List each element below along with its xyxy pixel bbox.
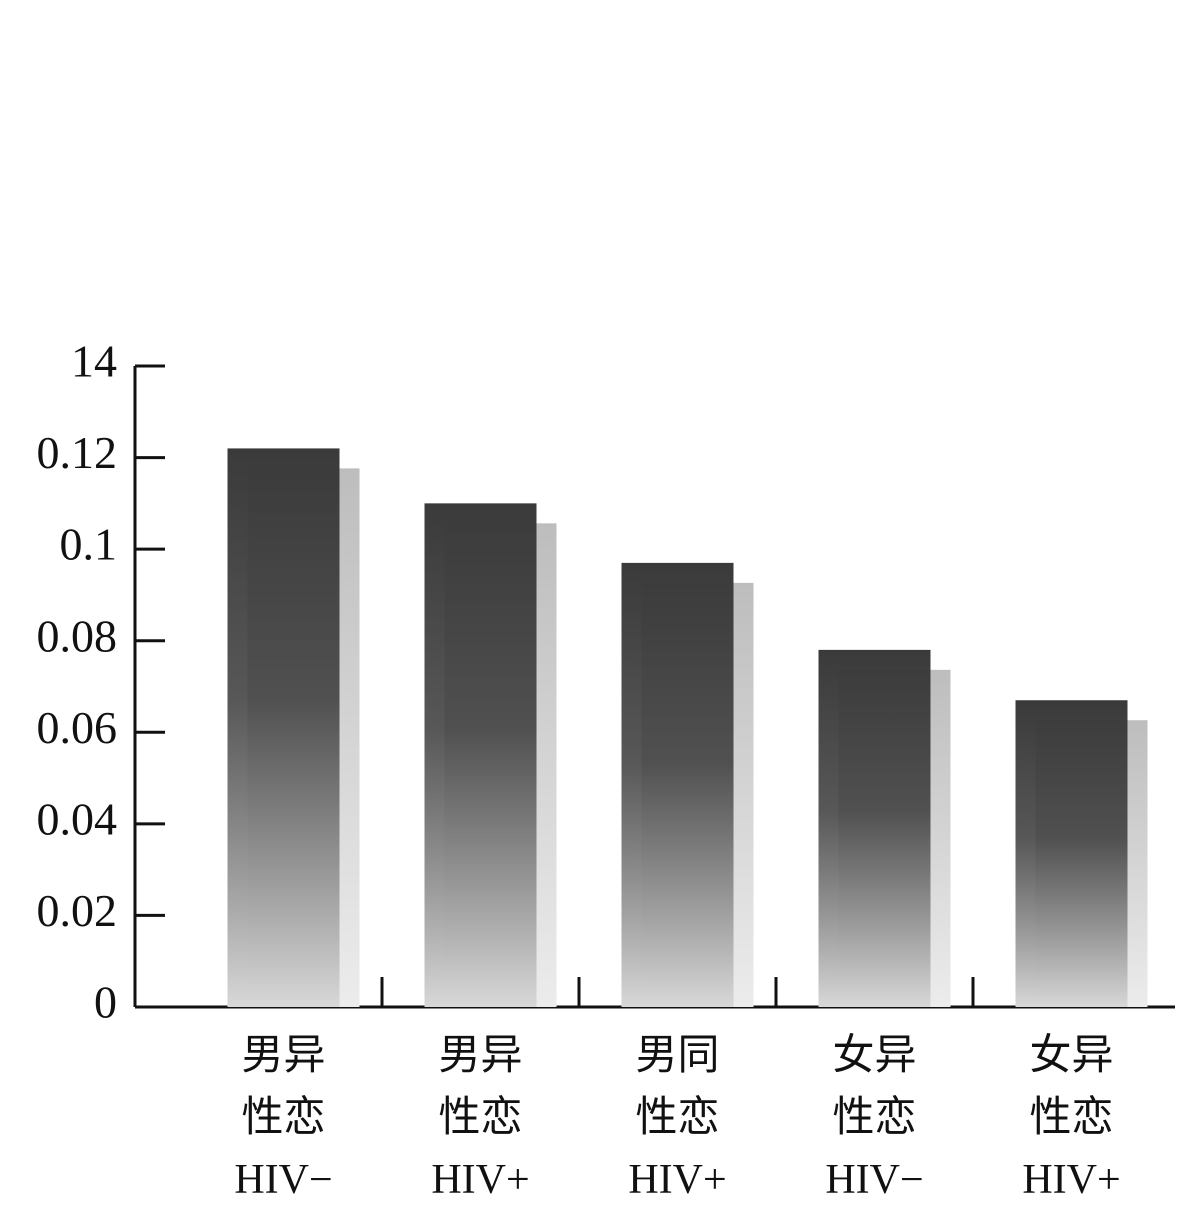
x-tick-label: 男异 性恋 HIV− bbox=[234, 1033, 333, 1203]
bar bbox=[818, 649, 931, 1007]
y-tick-label: 0 bbox=[94, 977, 117, 1028]
y-tick-label: 0.1 bbox=[60, 519, 118, 570]
y-tick-label: 0.02 bbox=[37, 885, 118, 936]
bar bbox=[1015, 700, 1128, 1007]
x-tick-label: 男异 性恋 HIV+ bbox=[431, 1033, 530, 1203]
x-tick-label: 女异 性恋 HIV+ bbox=[1022, 1033, 1121, 1203]
y-tick-label: 0.08 bbox=[37, 610, 118, 661]
bar bbox=[227, 448, 340, 1007]
bar bbox=[621, 562, 734, 1007]
x-tick-label: 男同 性恋 HIV+ bbox=[628, 1033, 727, 1203]
x-tick-label: 女异 性恋 HIV− bbox=[825, 1033, 924, 1203]
y-tick-label: 0.06 bbox=[37, 702, 118, 753]
bar bbox=[424, 503, 537, 1007]
y-tick-label: 14 bbox=[71, 336, 117, 387]
y-tick-label: 0.12 bbox=[37, 427, 118, 478]
y-tick-label: 0.04 bbox=[37, 793, 118, 844]
